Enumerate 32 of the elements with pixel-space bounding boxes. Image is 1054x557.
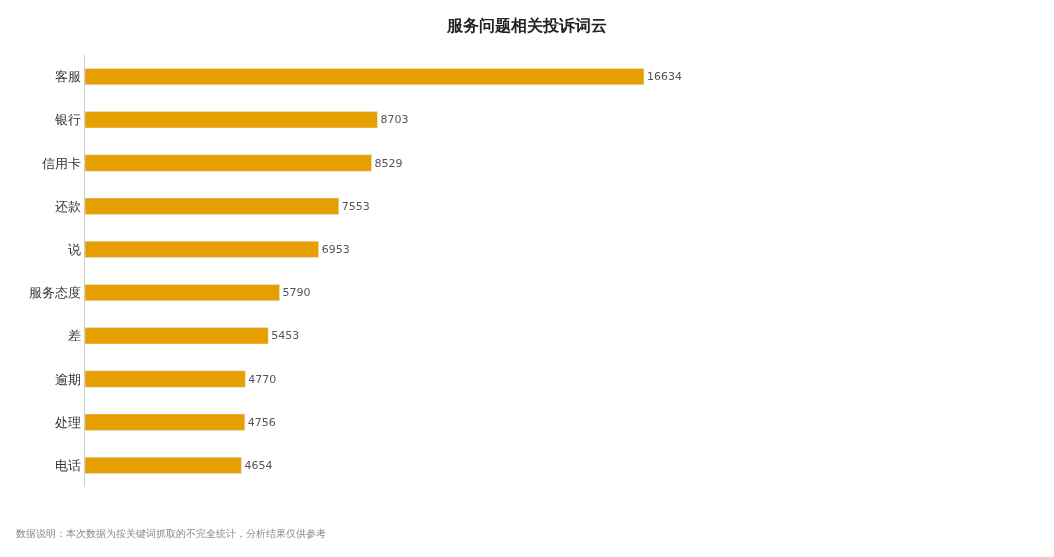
data-label: 6953 [321, 242, 350, 256]
chart-title: 服务问题相关投诉词云 [446, 15, 607, 35]
y-tick-label: 服务态度 [29, 285, 82, 301]
y-tick-label: 说 [68, 241, 82, 257]
y-tick-label: 逾期 [55, 371, 82, 387]
bar [85, 68, 645, 86]
data-label: 5453 [271, 329, 300, 343]
bar [85, 456, 242, 474]
data-label: 16634 [646, 70, 682, 84]
bar [85, 154, 372, 172]
data-label: 8703 [380, 113, 409, 127]
data-label: 7553 [341, 199, 370, 213]
data-label: 4770 [248, 372, 277, 386]
bar [85, 240, 319, 258]
y-tick-label: 还款 [55, 198, 82, 214]
data-label: 8529 [374, 156, 403, 170]
bar [85, 284, 280, 302]
bar [85, 413, 246, 431]
y-tick-label: 处理 [55, 414, 82, 430]
y-tick-label: 银行 [54, 112, 82, 128]
y-tick-label: 客服 [55, 69, 82, 85]
y-tick-label: 差 [68, 328, 82, 344]
data-label: 5790 [282, 286, 311, 300]
y-tick-label: 电话 [55, 457, 82, 473]
text: 数据说明：本次数据为按关键词抓取的不完全统计，分析结果仅供参考 [16, 528, 326, 539]
bar [85, 370, 246, 388]
bar [85, 111, 378, 129]
bar [85, 197, 340, 215]
bar [85, 327, 269, 345]
data-label: 4756 [247, 415, 276, 429]
data-label: 4654 [244, 458, 273, 472]
y-tick-label: 信用卡 [42, 155, 82, 171]
